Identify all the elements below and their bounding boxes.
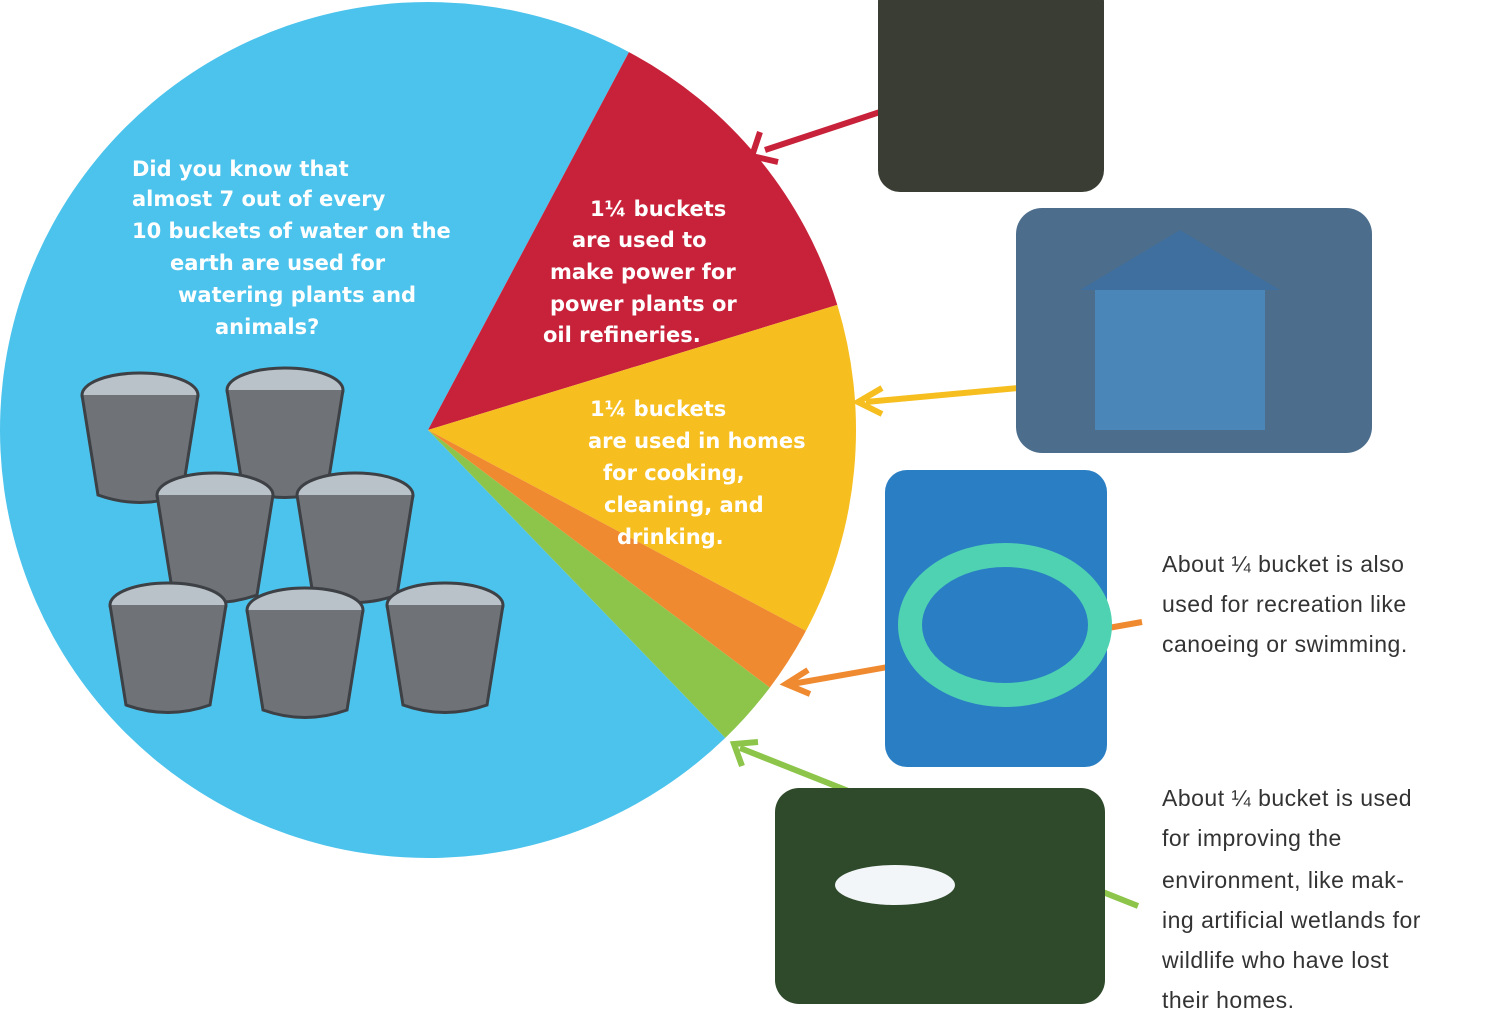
annotation-line: make power for: [550, 260, 736, 284]
annotation-line: earth are used for: [170, 251, 386, 275]
house-body: [1095, 290, 1265, 430]
annotation-line: 10 buckets of water on the: [132, 219, 451, 243]
annotation-line: 1¼ buckets: [590, 197, 726, 221]
annotation-line: wildlife who have lost: [1161, 947, 1389, 973]
arrow: [752, 112, 880, 162]
annotation-line: their homes.: [1162, 987, 1295, 1011]
annotation-line: environment, like mak-: [1162, 867, 1404, 893]
bucket: [247, 588, 363, 718]
annotation-line: used for recreation like: [1162, 591, 1407, 617]
annotation-line: 1¼ buckets: [590, 397, 726, 421]
annotation-line: ing artificial wetlands for: [1162, 907, 1421, 933]
power-plant-photo: [878, 0, 1104, 192]
annotation-line: are used to: [572, 228, 707, 252]
annotation-line: for improving the: [1162, 825, 1342, 851]
annotation-line: almost 7 out of every: [132, 187, 386, 211]
bucket: [387, 583, 503, 713]
annotation-line: canoeing or swimming.: [1162, 631, 1408, 657]
egret: [835, 865, 955, 905]
bucket: [110, 583, 226, 713]
annotation-line: About ¼ bucket is used: [1162, 785, 1412, 811]
annotation-line: are used in homes: [588, 429, 806, 453]
annotation-line: cleaning, and: [604, 493, 764, 517]
annotation-line: About ¼ bucket is also: [1162, 551, 1404, 577]
chart: Did you know that almost 7 out of every 10…: [0, 0, 1494, 1011]
annotation-line: power plants or: [550, 292, 737, 316]
annotation-line: Did you know that: [132, 157, 349, 181]
annotation-line: watering plants and: [178, 283, 416, 307]
annotation-line: animals?: [215, 315, 319, 339]
photos: [775, 0, 1372, 1004]
arrow: [858, 388, 1018, 414]
annotation-line: for cooking,: [603, 461, 745, 485]
bucket: [297, 473, 413, 603]
annotation-line: oil refineries.: [543, 323, 701, 347]
annotation-line: drinking.: [617, 525, 724, 549]
